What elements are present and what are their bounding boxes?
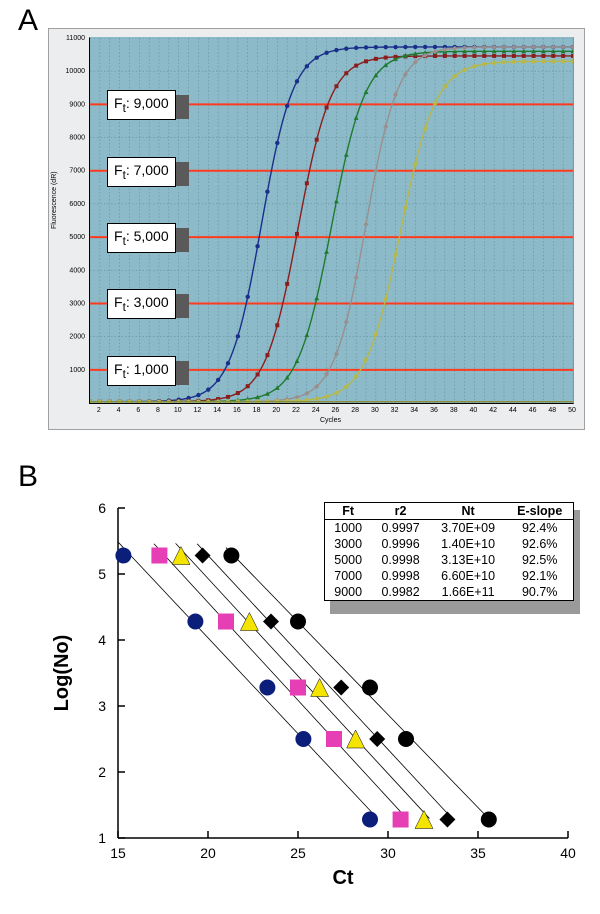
svg-text:26: 26 xyxy=(332,407,340,414)
svg-text:25: 25 xyxy=(290,845,306,861)
svg-text:48: 48 xyxy=(548,407,556,414)
svg-text:40: 40 xyxy=(560,845,576,861)
table-cell: 0.9996 xyxy=(371,536,429,552)
svg-text:11000: 11000 xyxy=(66,35,85,42)
results-table: Ftr2NtE-slope 10000.99973.70E+0992.4%300… xyxy=(324,502,574,601)
ft-label: Ft: 9,000 xyxy=(107,90,176,120)
svg-text:8000: 8000 xyxy=(69,135,85,142)
ft-label: Ft: 5,000 xyxy=(107,223,176,253)
table-cell: 92.6% xyxy=(506,536,573,552)
table-cell: 90.7% xyxy=(506,584,573,601)
svg-text:2: 2 xyxy=(98,764,106,780)
svg-text:18: 18 xyxy=(253,407,261,414)
panel-a: Fluorescence (dR) 2468101214161820222426… xyxy=(48,28,585,430)
svg-text:12: 12 xyxy=(194,407,202,414)
svg-text:10: 10 xyxy=(174,407,182,414)
svg-text:28: 28 xyxy=(351,407,359,414)
svg-text:9000: 9000 xyxy=(69,101,85,108)
ft-label: Ft: 3,000 xyxy=(107,289,176,319)
table-cell: 1.66E+11 xyxy=(430,584,507,601)
svg-text:6000: 6000 xyxy=(69,201,85,208)
table-row: 70000.99986.60E+1092.1% xyxy=(325,568,574,584)
panel-a-y-title: Fluorescence (dR) xyxy=(51,171,58,229)
svg-text:15: 15 xyxy=(110,845,126,861)
table-cell: 1.40E+10 xyxy=(430,536,507,552)
svg-text:10000: 10000 xyxy=(66,68,86,75)
svg-text:20: 20 xyxy=(200,845,216,861)
svg-text:4: 4 xyxy=(98,632,106,648)
svg-text:42: 42 xyxy=(489,407,497,414)
svg-text:38: 38 xyxy=(450,407,458,414)
svg-text:2: 2 xyxy=(97,407,101,414)
panel-a-label: A xyxy=(18,4,38,38)
table-cell: 92.4% xyxy=(506,520,573,537)
svg-text:40: 40 xyxy=(470,407,478,414)
table-cell: 6.60E+10 xyxy=(430,568,507,584)
svg-text:35: 35 xyxy=(470,845,486,861)
svg-text:44: 44 xyxy=(509,407,517,414)
svg-text:36: 36 xyxy=(430,407,438,414)
svg-text:20: 20 xyxy=(272,407,280,414)
svg-text:3: 3 xyxy=(98,698,106,714)
svg-text:24: 24 xyxy=(312,407,320,414)
panel-b-label: B xyxy=(18,460,38,494)
svg-text:Ct: Ct xyxy=(332,867,353,889)
table-cell: 3.70E+09 xyxy=(430,520,507,537)
table-cell: 92.1% xyxy=(506,568,573,584)
svg-text:6: 6 xyxy=(98,500,106,516)
svg-text:34: 34 xyxy=(410,407,418,414)
ft-label: Ft: 1,000 xyxy=(107,356,176,386)
table-cell: 92.5% xyxy=(506,552,573,568)
svg-text:22: 22 xyxy=(292,407,300,414)
svg-text:14: 14 xyxy=(213,407,221,414)
svg-text:50: 50 xyxy=(568,407,576,414)
table-row: 30000.99961.40E+1092.6% xyxy=(325,536,574,552)
table-cell: 0.9998 xyxy=(371,568,429,584)
svg-text:4000: 4000 xyxy=(69,267,85,274)
panel-b: 15 20 25 30 35 40 1 2 3 4 5 6 Ct Log(No) Ftr2NtE-slop… xyxy=(48,498,588,898)
table-row: 50000.99983.13E+1092.5% xyxy=(325,552,574,568)
table-cell: 5000 xyxy=(325,552,372,568)
svg-text:1000: 1000 xyxy=(69,367,85,374)
svg-text:5000: 5000 xyxy=(69,234,85,241)
svg-text:2000: 2000 xyxy=(69,334,85,341)
svg-text:32: 32 xyxy=(391,407,399,414)
svg-text:4: 4 xyxy=(117,407,121,414)
svg-text:3000: 3000 xyxy=(69,300,85,307)
svg-text:6: 6 xyxy=(136,407,140,414)
svg-text:Cycles: Cycles xyxy=(320,417,342,424)
svg-text:16: 16 xyxy=(233,407,241,414)
svg-text:Log(No): Log(No) xyxy=(51,635,73,712)
table-row: 10000.99973.70E+0992.4% xyxy=(325,520,574,537)
table-header: Ft xyxy=(325,503,372,520)
table-cell: 7000 xyxy=(325,568,372,584)
svg-text:8: 8 xyxy=(156,407,160,414)
svg-text:5: 5 xyxy=(98,566,106,582)
svg-text:30: 30 xyxy=(380,845,396,861)
svg-text:46: 46 xyxy=(529,407,537,414)
table-cell: 0.9997 xyxy=(371,520,429,537)
svg-text:7000: 7000 xyxy=(69,168,85,175)
svg-text:30: 30 xyxy=(371,407,379,414)
table-header: Nt xyxy=(430,503,507,520)
svg-text:1: 1 xyxy=(98,830,106,846)
table-header: r2 xyxy=(371,503,429,520)
table-cell: 0.9998 xyxy=(371,552,429,568)
table-cell: 9000 xyxy=(325,584,372,601)
table-header: E-slope xyxy=(506,503,573,520)
figure-container: A Fluorescence (dR) 24681012141618202224… xyxy=(0,0,600,914)
table-cell: 3000 xyxy=(325,536,372,552)
ft-label: Ft: 7,000 xyxy=(107,157,176,187)
table-row: 90000.99821.66E+1190.7% xyxy=(325,584,574,601)
table-cell: 3.13E+10 xyxy=(430,552,507,568)
table-cell: 0.9982 xyxy=(371,584,429,601)
table-cell: 1000 xyxy=(325,520,372,537)
